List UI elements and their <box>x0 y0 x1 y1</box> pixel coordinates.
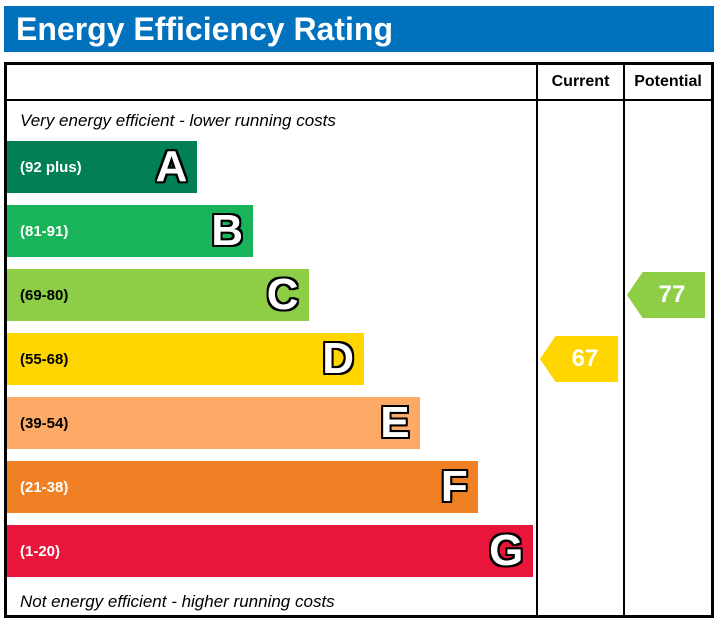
band-range-label: (92 plus) <box>20 158 82 176</box>
band-row-e: (39-54) E <box>7 397 536 461</box>
band-range-label: (81-91) <box>20 222 69 240</box>
band-row-b: (81-91) B <box>7 205 536 269</box>
band-range-label: (39-54) <box>20 414 69 432</box>
band-range-label: (55-68) <box>20 350 69 368</box>
page-title: Energy Efficiency Rating <box>16 10 393 47</box>
band-letter: B <box>211 206 243 255</box>
band-letter: C <box>266 270 299 319</box>
page-title-bar: Energy Efficiency Rating <box>4 6 714 52</box>
band-letter: F <box>440 462 468 511</box>
energy-efficiency-chart: Current Potential Very energy efficient … <box>4 62 714 618</box>
current-arrow: 67 <box>540 336 618 382</box>
band-bar-e: (39-54) E <box>7 397 420 449</box>
potential-rating-value: 77 <box>658 281 686 308</box>
current-column-header: Current <box>536 65 623 101</box>
potential-arrow: 77 <box>627 272 705 318</box>
bottom-note: Not energy efficient - higher running co… <box>20 592 335 611</box>
current-rating-value: 67 <box>571 345 599 372</box>
band-row-d: (55-68) D <box>7 333 536 397</box>
band-range-label: (21-38) <box>20 478 69 496</box>
top-note: Very energy efficient - lower running co… <box>20 111 336 130</box>
band-row-f: (21-38) F <box>7 461 536 525</box>
band-range-label: (1-20) <box>20 542 61 560</box>
potential-column-header: Potential <box>623 65 711 101</box>
band-bar-c: (69-80) C <box>7 269 309 321</box>
band-bar-f: (21-38) F <box>7 461 478 513</box>
band-bar-d: (55-68) D <box>7 333 365 385</box>
band-range-label: (69-80) <box>20 286 69 304</box>
band-row-c: (69-80) C <box>7 269 536 333</box>
band-bar-g: (1-20) G <box>7 525 534 577</box>
band-bar-a: (92 plus) A <box>7 141 198 193</box>
band-row-g: (1-20) G <box>7 525 536 589</box>
band-letter: A <box>155 142 188 191</box>
current-column <box>536 101 623 615</box>
band-letter: G <box>489 526 524 575</box>
band-letter: D <box>322 334 355 383</box>
band-letter: E <box>380 398 410 447</box>
band-bar-b: (81-91) B <box>7 205 253 257</box>
band-row-a: (92 plus) A <box>7 141 536 205</box>
potential-column <box>623 101 711 615</box>
header-spacer <box>7 65 536 101</box>
